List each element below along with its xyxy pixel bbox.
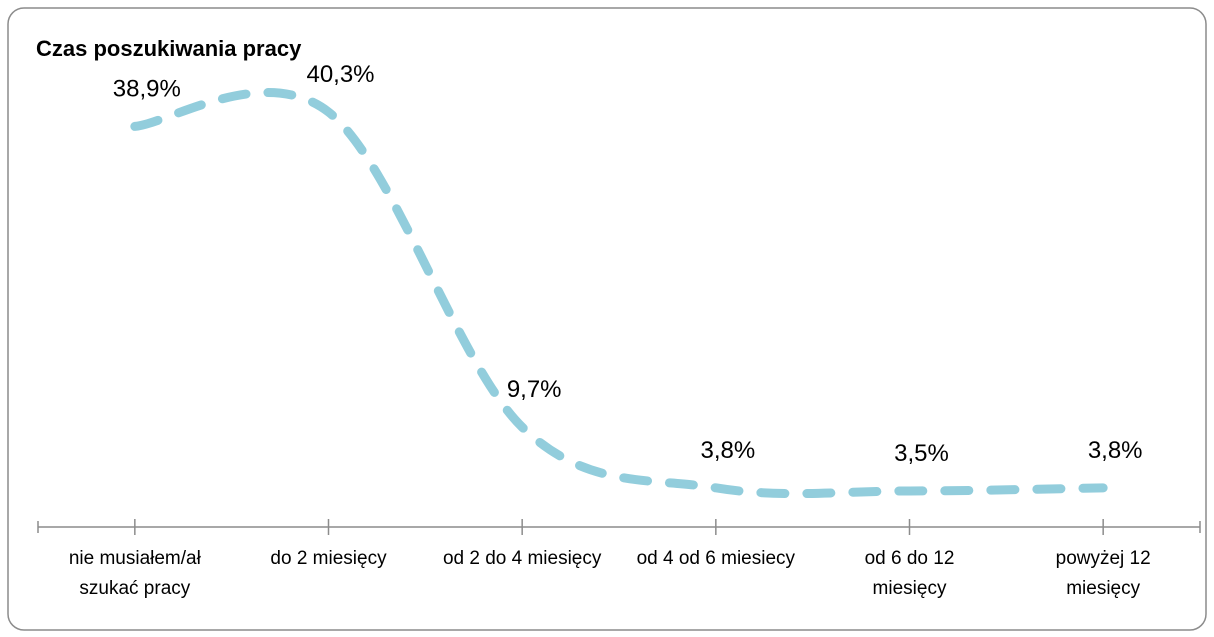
data-label: 9,7% (507, 376, 562, 403)
data-label: 3,8% (1088, 437, 1143, 464)
chart-title: Czas poszukiwania pracy (36, 36, 302, 61)
line (130, 88, 1108, 499)
x-tick-label: do 2 miesięcy (270, 548, 387, 569)
data-label: 38,9% (113, 75, 181, 102)
x-tick-label: od 4 od 6 miesiecy (636, 548, 796, 569)
chart-border (7, 7, 1207, 631)
x-tick-label: powyżej 12 miesięcy (1055, 548, 1151, 599)
x-tick-label: nie musiałem/ał szukać pracy (68, 548, 201, 599)
data-label: 40,3% (306, 61, 374, 88)
data-label: 3,5% (894, 440, 949, 467)
x-tick-label: od 2 do 4 miesięcy (442, 548, 602, 569)
data-label: 3,8% (700, 437, 755, 464)
x-tick-label: od 6 do 12 miesięcy (864, 548, 955, 599)
